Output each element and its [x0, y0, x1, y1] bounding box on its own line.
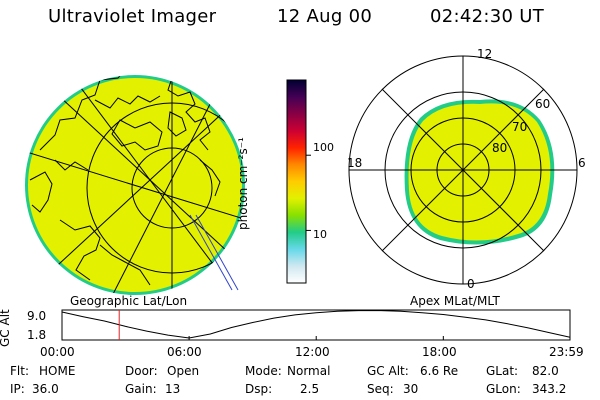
altitude-ytick-max: 9.0: [27, 309, 47, 323]
status-seq-value: 30: [403, 382, 419, 396]
altitude-xtick: 06:00: [167, 345, 202, 359]
status-dsp-label: Dsp:: [245, 382, 273, 396]
altitude-curve: [61, 310, 571, 339]
colorbar-unit-label: photon cm⁻²s⁻¹: [236, 137, 250, 230]
altitude-plot-frame: [61, 309, 571, 341]
colorbar-bar: [286, 79, 307, 284]
altitude-ylabel: GC Alt: [0, 309, 12, 347]
status-door-label: Door:: [125, 364, 158, 378]
status-ip-value: 36.0: [32, 382, 59, 396]
colorbar-tick-10: 10: [313, 228, 327, 241]
altitude-xtick: 00:00: [40, 345, 75, 359]
status-gcalt-label: GC Alt:: [367, 364, 409, 378]
instrument-title: Ultraviolet Imager: [48, 6, 217, 27]
status-dsp-value: 2.5: [300, 382, 320, 396]
status-gcalt-value: 6.6 Re: [420, 364, 459, 378]
status-gain-label: Gain:: [125, 382, 157, 396]
altitude-xtick: 23:59: [549, 345, 584, 359]
apex-grid: [348, 55, 578, 285]
colorbar-tick-100: 100: [313, 141, 334, 154]
altitude-xtick: 18:00: [422, 345, 457, 359]
mlat-label-60: 60: [535, 97, 551, 111]
status-flt-label: Flt:: [10, 364, 29, 378]
mlt-label-0: 0: [467, 277, 475, 291]
apex-panel-label: Apex MLat/MLT: [410, 294, 500, 308]
status-door-value: Open: [167, 364, 200, 378]
status-glat-label: GLat:: [486, 364, 519, 378]
geo-track-line: [195, 214, 239, 291]
mlt-label-18: 18: [347, 156, 363, 170]
status-glon-label: GLon:: [486, 382, 521, 396]
status-mode-value: Normal: [287, 364, 331, 378]
status-mode-label: Mode:: [245, 364, 282, 378]
date-label: 12 Aug 00: [277, 6, 373, 27]
mlat-label-80: 80: [492, 141, 508, 155]
status-glat-value: 82.0: [532, 364, 559, 378]
mlat-label-70: 70: [512, 120, 528, 134]
colorbar-ticks: [306, 154, 311, 231]
mlt-label-6: 6: [578, 156, 586, 170]
status-flt-value: HOME: [39, 364, 76, 378]
apex-panel: [348, 55, 578, 285]
status-glon-value: 343.2: [532, 382, 567, 396]
altitude-ytick-min: 1.8: [27, 328, 47, 342]
status-gain-value: 13: [165, 382, 181, 396]
altitude-x-ticks: [61, 336, 571, 340]
geo-panel-label: Geographic Lat/Lon: [70, 294, 188, 308]
time-label: 02:42:30 UT: [430, 6, 545, 27]
apex-auroral-oval: [408, 103, 551, 241]
altitude-xtick: 12:00: [295, 345, 330, 359]
colorbar: [286, 79, 311, 284]
status-seq-label: Seq:: [367, 382, 394, 396]
altitude-plot: [61, 309, 571, 341]
mlt-label-12: 12: [477, 47, 493, 61]
geo-track-line: [189, 214, 233, 291]
status-ip-label: IP:: [10, 382, 25, 396]
